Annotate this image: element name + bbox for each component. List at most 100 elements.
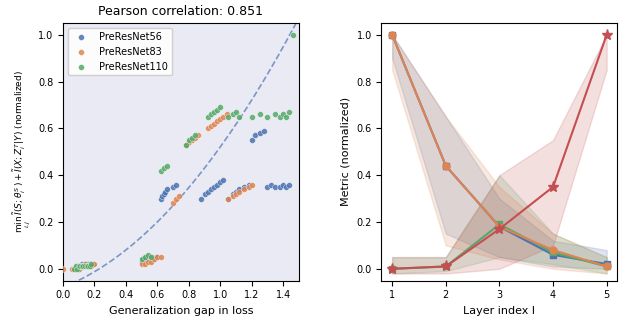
PreResNet110	[206, 112, 216, 117]
PreResNet110	[231, 109, 241, 115]
PreResNet56	[162, 186, 172, 192]
PreResNet110	[270, 112, 280, 117]
PreResNet83	[69, 266, 79, 272]
$\tilde{I}(S; \theta_i^S)$	[603, 264, 610, 268]
PreResNet56	[151, 254, 161, 260]
PreResNet110	[81, 264, 91, 269]
PreResNet56	[270, 184, 280, 189]
PreResNet110	[263, 114, 273, 119]
PreResNet110	[74, 264, 84, 269]
PreResNet83	[89, 261, 100, 267]
PreResNet56	[149, 257, 159, 262]
PreResNet56	[284, 182, 294, 187]
$\tilde{I}(X; Z_i^T|Y)$	[603, 264, 610, 268]
PreResNet110	[72, 266, 82, 272]
PreResNet83	[168, 201, 178, 206]
PreResNet56	[263, 184, 273, 189]
PreResNet110	[203, 114, 213, 119]
PreResNet83	[209, 121, 219, 126]
PreResNet83	[187, 138, 197, 143]
PreResNet83	[156, 254, 166, 260]
PreResNet56	[212, 182, 222, 187]
PreResNet110	[209, 109, 219, 115]
Line: $\tilde{I}(S; \theta_i^S)$: $\tilde{I}(S; \theta_i^S)$	[389, 221, 610, 272]
PreResNet83	[206, 123, 216, 129]
PreResNet83	[81, 264, 91, 269]
PreResNet56	[228, 191, 238, 197]
PreResNet56	[152, 254, 163, 260]
PreResNet83	[203, 126, 213, 131]
PreResNet110	[143, 252, 153, 257]
$\tilde{I}(X; Z_i^T)$	[496, 225, 503, 229]
PreResNet83	[71, 264, 81, 269]
PreResNet56	[143, 257, 153, 262]
$\tilde{I}(X; Z_i^T|Y)$	[442, 164, 450, 168]
PreResNet56	[260, 128, 270, 133]
PreResNet110	[80, 264, 90, 269]
PreResNet56	[239, 184, 249, 189]
PreResNet110	[278, 112, 289, 117]
PreResNet83	[219, 114, 229, 119]
PreResNet110	[75, 264, 85, 269]
PreResNet110	[284, 109, 294, 115]
PreResNet56	[266, 182, 276, 187]
Y-axis label: Metric (normalized): Metric (normalized)	[341, 97, 351, 206]
PreResNet83	[77, 264, 87, 269]
PreResNet83	[171, 196, 181, 201]
Title: Pearson correlation: 0.851: Pearson correlation: 0.851	[98, 5, 263, 18]
PreResNet83	[140, 261, 150, 267]
PreResNet56	[168, 184, 178, 189]
PreResNet110	[159, 166, 169, 171]
PreResNet110	[215, 105, 226, 110]
$\tilde{I}(X; Z_i^T)$	[603, 262, 610, 266]
PreResNet83	[74, 266, 84, 272]
PreResNet56	[141, 254, 151, 260]
$\tilde{I}(S; \theta_i^S) + \tilde{I}(X; Z_i^T|Y)$	[549, 185, 557, 189]
PreResNet56	[281, 184, 291, 189]
PreResNet83	[72, 264, 82, 269]
PreResNet83	[228, 194, 238, 199]
PreResNet56	[219, 177, 229, 182]
$\tilde{I}(S; \theta_i^S) + \tilde{I}(X; Z_i^T|Y)$	[389, 267, 396, 271]
PreResNet83	[231, 191, 241, 197]
PreResNet56	[81, 264, 91, 269]
PreResNet56	[137, 259, 147, 264]
$\tilde{I}(S; \theta_i^S)$	[496, 222, 503, 226]
PreResNet110	[86, 261, 96, 267]
PreResNet110	[146, 254, 156, 260]
PreResNet110	[234, 114, 244, 119]
PreResNet110	[77, 264, 87, 269]
PreResNet83	[146, 259, 156, 264]
PreResNet83	[143, 259, 153, 264]
PreResNet56	[197, 196, 207, 201]
PreResNet83	[212, 119, 222, 124]
$\tilde{I}(S; \theta_i^S) + \tilde{I}(X; Z_i^T|Y)$	[496, 227, 503, 231]
PreResNet110	[184, 138, 194, 143]
PreResNet56	[88, 261, 98, 267]
PreResNet110	[187, 135, 197, 140]
PreResNet110	[78, 264, 88, 269]
PreResNet56	[86, 261, 96, 267]
PreResNet83	[234, 189, 244, 194]
PreResNet56	[278, 182, 289, 187]
PreResNet56	[78, 264, 88, 269]
PreResNet56	[255, 130, 265, 136]
PreResNet83	[223, 196, 233, 201]
PreResNet56	[75, 264, 85, 269]
PreResNet56	[81, 261, 91, 267]
$\tilde{I}(X; Z_i^T)$	[549, 253, 557, 257]
PreResNet110	[71, 264, 81, 269]
PreResNet83	[58, 266, 68, 272]
PreResNet56	[250, 133, 260, 138]
PreResNet56	[74, 264, 84, 269]
Line: $\tilde{I}(X; Z_i^T|Y)$: $\tilde{I}(X; Z_i^T|Y)$	[389, 31, 610, 270]
PreResNet56	[209, 184, 219, 189]
$\tilde{I}(S; \theta_i^S) + \tilde{I}(X; Z_i^T|Y)$	[442, 264, 450, 268]
PreResNet110	[140, 254, 150, 260]
PreResNet83	[244, 184, 254, 189]
PreResNet83	[86, 264, 96, 269]
PreResNet110	[162, 163, 172, 169]
PreResNet56	[83, 261, 93, 267]
PreResNet83	[83, 264, 93, 269]
PreResNet56	[223, 196, 233, 201]
